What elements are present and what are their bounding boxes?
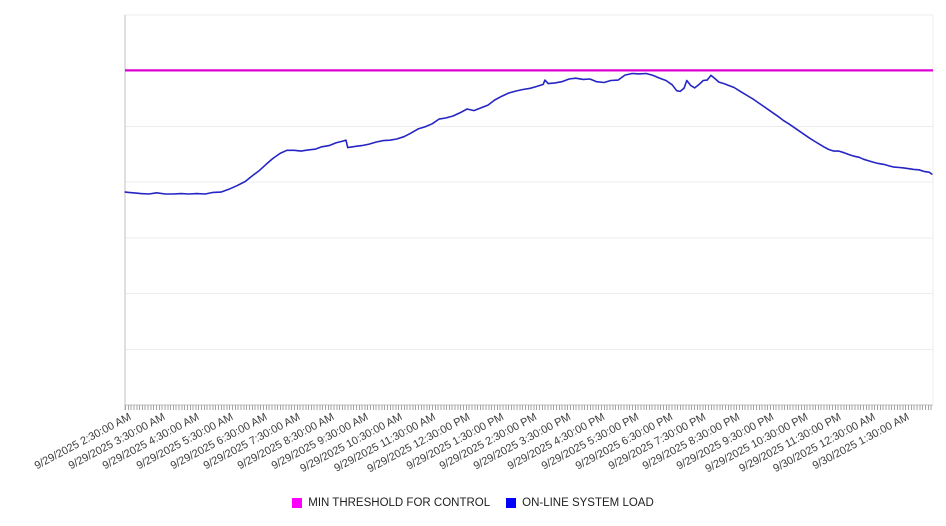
legend-swatch-min-threshold-icon	[292, 498, 303, 508]
legend-label-min-threshold: MIN THRESHOLD FOR CONTROL	[308, 497, 491, 509]
legend-item-system-load: ON-LINE SYSTEM LOAD	[506, 497, 654, 509]
legend-swatch-system-load-icon	[506, 498, 517, 508]
legend-item-min-threshold: MIN THRESHOLD FOR CONTROL	[292, 497, 490, 509]
legend: MIN THRESHOLD FOR CONTROL ON-LINE SYSTEM…	[0, 497, 946, 509]
system-load-line	[124, 72, 933, 195]
legend-label-system-load: ON-LINE SYSTEM LOAD	[522, 497, 654, 509]
